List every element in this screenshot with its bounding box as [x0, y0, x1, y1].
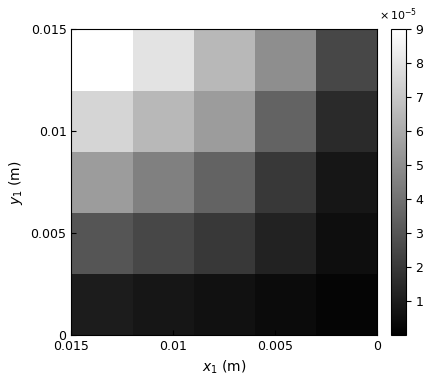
- Text: $\times\,10^{-5}$: $\times\,10^{-5}$: [379, 7, 417, 23]
- Y-axis label: $y_1$ (m): $y_1$ (m): [7, 160, 25, 205]
- X-axis label: $x_1$ (m): $x_1$ (m): [202, 358, 246, 376]
